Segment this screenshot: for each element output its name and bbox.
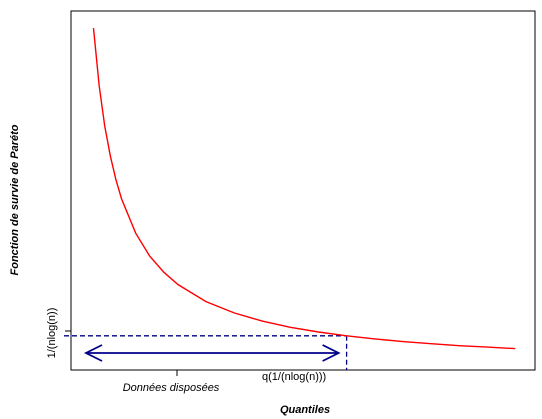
range-arrow <box>83 344 341 362</box>
pareto-survival-curve <box>92 28 516 350</box>
x-axis-title: Quantiles <box>280 404 330 416</box>
plot-frame <box>70 10 536 371</box>
range-annotation-label: Données disposées <box>123 382 220 394</box>
threshold-x-label: q(1/(nlog(n))) <box>262 371 326 383</box>
range-arrow-head-left <box>83 344 103 362</box>
range-arrow-head-right <box>322 344 341 362</box>
y-axis-title: Fonction de survie de Paréto <box>9 124 21 275</box>
threshold-y-label: 1/(nlog(n)) <box>46 308 58 359</box>
